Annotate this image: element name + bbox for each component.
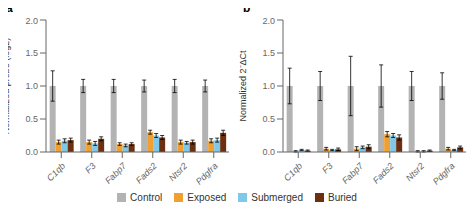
svg-text:2.0: 2.0 xyxy=(25,16,38,26)
svg-text:1.5: 1.5 xyxy=(262,48,275,58)
html-text:a: a xyxy=(6,1,13,15)
html-text:Control: Control xyxy=(130,191,163,203)
svg-text:2.0: 2.0 xyxy=(262,16,275,26)
svg-text:Pdgfra: Pdgfra xyxy=(431,161,457,187)
html-text:Submerged: Submerged xyxy=(251,191,303,203)
svg-text:1.5: 1.5 xyxy=(25,48,38,58)
svg-text:0.0: 0.0 xyxy=(262,147,275,157)
svg-text:1.0: 1.0 xyxy=(25,81,38,91)
svg-text:Fads2: Fads2 xyxy=(371,161,396,186)
svg-text:C1qb: C1qb xyxy=(45,161,67,183)
svg-text:Ntsr2: Ntsr2 xyxy=(167,161,189,183)
svg-text:Fabp7: Fabp7 xyxy=(340,160,366,186)
svg-text:Fabp7: Fabp7 xyxy=(103,160,129,186)
svg-text:F3: F3 xyxy=(83,161,98,176)
html-text:Buried: Buried xyxy=(328,191,357,203)
svg-text:0.0: 0.0 xyxy=(25,147,38,157)
html-text:Exposed: Exposed xyxy=(187,191,227,203)
svg-text:Fads2: Fads2 xyxy=(134,161,159,186)
svg-text:Ntsr2: Ntsr2 xyxy=(404,161,426,183)
html-text:b: b xyxy=(243,1,251,15)
svg-text:C1qb: C1qb xyxy=(282,161,304,183)
svg-text:Normalized 2⁻ΔCt: Normalized 2⁻ΔCt xyxy=(238,50,248,122)
svg-text:Normalized probe (log2): Normalized probe (log2) xyxy=(8,38,11,135)
svg-text:0.5: 0.5 xyxy=(25,114,38,124)
svg-text:0.5: 0.5 xyxy=(262,114,275,124)
svg-text:Pdgfra: Pdgfra xyxy=(194,161,220,187)
svg-text:1.0: 1.0 xyxy=(262,81,275,91)
svg-text:F3: F3 xyxy=(320,161,335,176)
